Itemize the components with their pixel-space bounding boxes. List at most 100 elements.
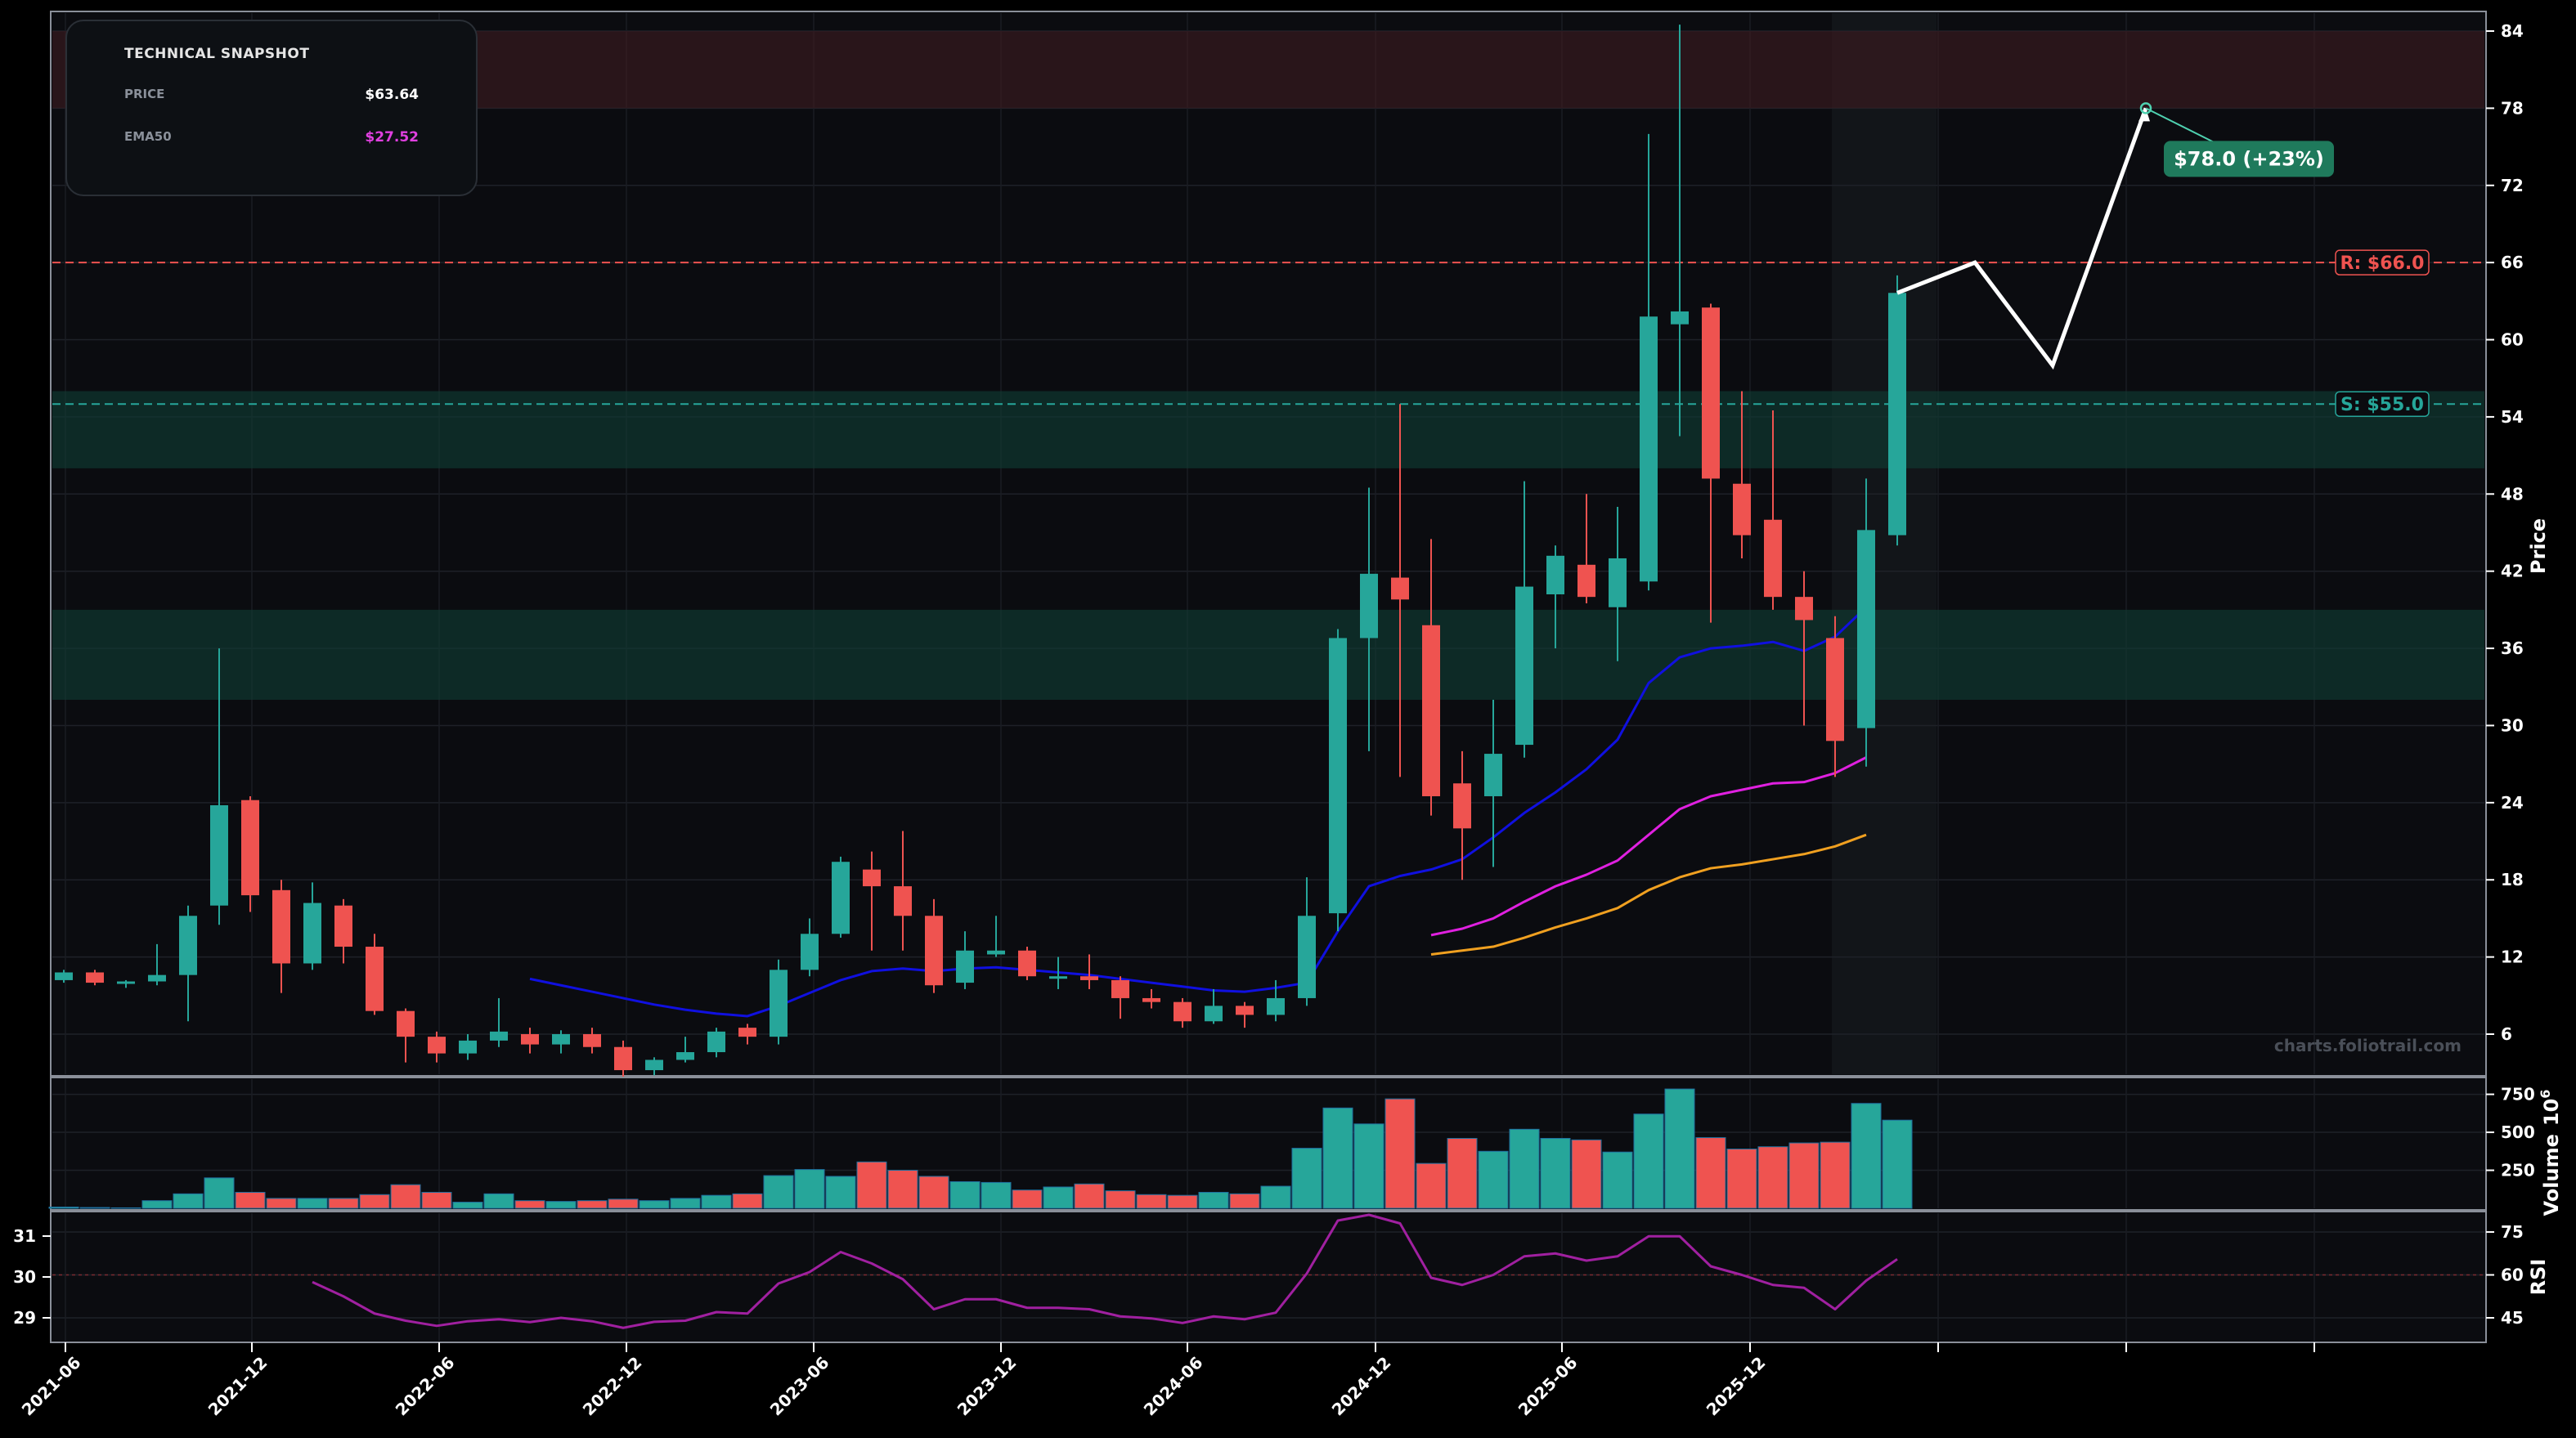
- volume-bar: [1447, 1137, 1478, 1209]
- volume-bar: [328, 1198, 359, 1209]
- candle-body: [1329, 638, 1347, 914]
- volume-bar: [483, 1193, 514, 1209]
- candle-body: [303, 903, 321, 964]
- volume-bar: [1167, 1194, 1198, 1209]
- volume-bar: [1788, 1142, 1820, 1209]
- candle-body: [1546, 555, 1564, 595]
- price-axis-label: Price: [2527, 518, 2550, 574]
- candle-body: [1733, 483, 1751, 535]
- volume-bar: [918, 1176, 949, 1209]
- candle-body: [1702, 307, 1720, 479]
- candle-body: [210, 804, 228, 906]
- volume-bars: [48, 1088, 1913, 1209]
- volume-bar: [577, 1200, 608, 1209]
- projection-arrowhead: [2138, 108, 2150, 122]
- candle-body: [1795, 597, 1813, 620]
- volume-bar: [79, 1207, 110, 1209]
- volume-bar: [608, 1198, 639, 1209]
- ema20-line: [529, 606, 1868, 1018]
- candle-body: [179, 916, 197, 975]
- volume-bar: [887, 1170, 918, 1209]
- volume-bar: [949, 1180, 981, 1209]
- support-resistance-lines: R: $66.0 S: $55.0: [52, 249, 2484, 417]
- volume-tick-label: 500: [2501, 1122, 2535, 1142]
- volume-bar: [794, 1169, 825, 1209]
- candle-body: [956, 950, 974, 983]
- ema100-line: [1430, 833, 1867, 956]
- projection-line: [1896, 107, 2148, 370]
- volume-bar: [1012, 1189, 1043, 1209]
- volume-bar: [1291, 1148, 1322, 1209]
- volume-bar: [514, 1200, 545, 1209]
- volume-bar: [981, 1181, 1012, 1209]
- volume-bar: [297, 1198, 328, 1209]
- candle-body: [521, 1034, 539, 1045]
- volume-bar: [1229, 1193, 1260, 1209]
- support-label: S: $55.0: [2340, 395, 2424, 415]
- price-tick-label: 72: [2501, 176, 2524, 195]
- volume-bar: [1757, 1146, 1788, 1209]
- candle-body: [1018, 950, 1036, 977]
- volume-bar: [545, 1201, 577, 1209]
- candle-body: [583, 1034, 601, 1047]
- volume-bar: [1509, 1128, 1540, 1209]
- candle-body: [1298, 916, 1316, 998]
- projection-path: $78.0 (+23%): [1896, 102, 2334, 370]
- candle-body: [490, 1031, 508, 1041]
- price-tick-label: 78: [2501, 98, 2524, 118]
- volume-bar: [1571, 1139, 1602, 1209]
- candle-body: [148, 974, 166, 982]
- candle-body: [55, 972, 73, 980]
- candle-body: [1857, 530, 1875, 728]
- candle-body: [1422, 625, 1440, 796]
- candle-body: [241, 800, 259, 896]
- rsi-tick-label: 60: [2501, 1266, 2524, 1285]
- candle-body: [832, 862, 850, 934]
- price-tick-label: 18: [2501, 870, 2524, 889]
- resistance-label: R: $66.0: [2340, 253, 2425, 274]
- price-tick-label: 66: [2501, 253, 2524, 272]
- volume-bar: [670, 1198, 701, 1209]
- candle-body: [334, 905, 352, 947]
- volume-bar: [1602, 1151, 1633, 1209]
- volume-bar: [763, 1175, 794, 1209]
- volume-axis-label: Volume106: [2538, 1090, 2563, 1216]
- target-badge: [2164, 141, 2334, 177]
- candle-body: [770, 970, 788, 1037]
- candle-body: [707, 1031, 725, 1053]
- volume-bar: [1198, 1191, 1229, 1209]
- volume-bar: [1726, 1149, 1757, 1209]
- price-axis: 6 12 18 24 30 36 42 48 54 60 66 72 78 84: [2486, 21, 2524, 1044]
- candle-body: [86, 972, 104, 983]
- candle-body: [738, 1028, 756, 1037]
- volume-bar: [141, 1200, 173, 1209]
- ema50-line: [1430, 756, 1867, 937]
- rsi-left-tick-label: 31: [13, 1226, 36, 1246]
- candle-body: [552, 1034, 570, 1045]
- volume-bar: [856, 1161, 887, 1209]
- target-marker: [2139, 102, 2152, 114]
- volume-bar: [48, 1207, 79, 1209]
- volume-bar: [359, 1194, 390, 1209]
- candle-body: [1671, 311, 1689, 325]
- price-tick-label: 12: [2501, 947, 2524, 967]
- price-tick-label: 60: [2501, 330, 2524, 350]
- candle-body: [1609, 558, 1627, 607]
- volume-bar: [1882, 1119, 1913, 1209]
- volume-gridlines: [52, 1079, 2484, 1208]
- volume-bar: [1353, 1123, 1384, 1209]
- candle-body: [272, 889, 290, 964]
- volume-bar: [1136, 1194, 1167, 1209]
- volume-bar: [701, 1194, 732, 1209]
- volume-bar: [235, 1191, 266, 1209]
- rsi-tick-label: 45: [2501, 1308, 2524, 1328]
- volume-bar: [1695, 1137, 1726, 1209]
- candle-body: [1205, 1006, 1223, 1022]
- candle-body: [366, 947, 384, 1011]
- volume-bar: [1664, 1088, 1695, 1209]
- candle-body: [1111, 979, 1129, 998]
- target-label: $78.0 (+23%): [2174, 147, 2324, 170]
- price-tick-label: 42: [2501, 562, 2524, 581]
- watermark: charts.foliotrail.com: [2274, 1036, 2462, 1055]
